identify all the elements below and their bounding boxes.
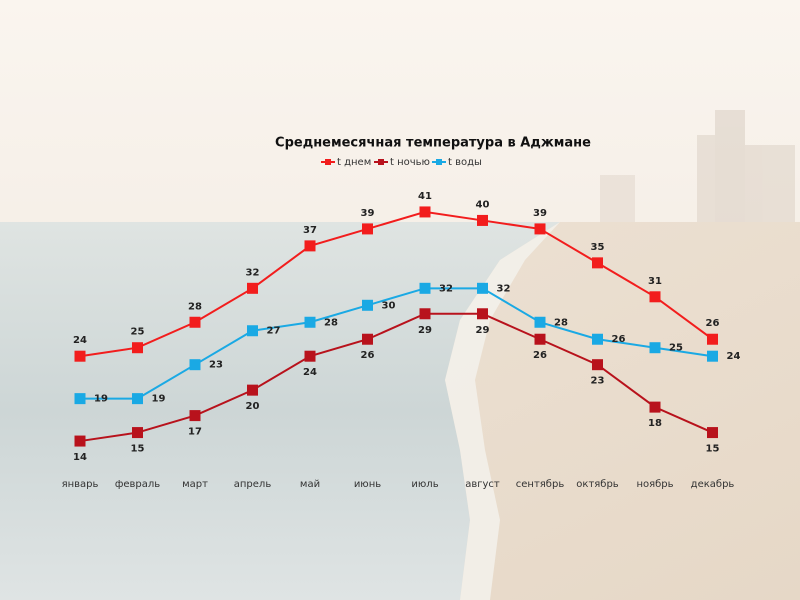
data-label: 40 xyxy=(476,199,490,210)
point-marker xyxy=(74,435,86,447)
point-marker xyxy=(189,359,201,371)
x-tick-label: август xyxy=(465,479,500,490)
legend-marker xyxy=(378,159,384,165)
data-label: 39 xyxy=(361,208,375,219)
data-label: 29 xyxy=(476,325,490,336)
point-marker xyxy=(362,223,373,235)
data-label: 27 xyxy=(267,326,281,337)
data-label: 20 xyxy=(246,401,260,412)
legend-marker xyxy=(436,159,442,165)
data-label: 25 xyxy=(131,327,145,338)
point-marker xyxy=(132,342,143,354)
point-marker xyxy=(534,223,546,235)
x-tick-label: декабрь xyxy=(691,479,735,490)
data-label: 26 xyxy=(706,318,720,329)
point-marker xyxy=(477,214,488,226)
data-label: 28 xyxy=(554,317,568,328)
point-marker xyxy=(419,206,431,218)
legend-marker xyxy=(325,159,331,165)
point-marker xyxy=(362,333,373,345)
data-label: 31 xyxy=(648,276,662,287)
data-label: 14 xyxy=(73,452,87,463)
data-label: 23 xyxy=(591,376,605,387)
point-marker xyxy=(477,308,488,320)
background-foam xyxy=(445,222,560,600)
point-marker xyxy=(592,333,603,345)
data-label: 26 xyxy=(361,350,375,361)
background-buildings xyxy=(600,110,795,225)
data-label: 24 xyxy=(73,335,87,346)
point-marker xyxy=(707,350,718,362)
data-label: 32 xyxy=(439,283,453,294)
point-marker xyxy=(477,282,488,294)
x-tick-label: февраль xyxy=(115,479,160,490)
data-label: 32 xyxy=(246,267,260,278)
data-label: 39 xyxy=(533,208,547,219)
point-marker xyxy=(189,316,201,328)
data-label: 24 xyxy=(727,351,741,362)
data-label: 26 xyxy=(533,350,547,361)
x-tick-label: октябрь xyxy=(576,479,619,490)
x-tick-label: январь xyxy=(62,479,99,490)
point-marker xyxy=(534,316,546,328)
legend: t днем t ночью t воды xyxy=(321,157,482,168)
x-tick-label: июль xyxy=(411,479,438,490)
x-tick-label: апрель xyxy=(234,479,272,490)
legend-label: t днем xyxy=(337,157,371,168)
point-marker xyxy=(419,282,431,294)
point-marker xyxy=(649,401,661,413)
legend-label: t воды xyxy=(448,157,482,168)
point-marker xyxy=(649,342,661,354)
x-tick-label: май xyxy=(300,479,320,490)
data-label: 28 xyxy=(188,301,202,312)
point-marker xyxy=(132,427,143,439)
point-marker xyxy=(74,350,86,362)
point-marker xyxy=(592,257,603,269)
data-label: 24 xyxy=(303,367,317,378)
data-label: 19 xyxy=(94,394,108,405)
x-tick-label: март xyxy=(182,479,208,490)
data-label: 35 xyxy=(591,242,605,253)
data-label: 30 xyxy=(382,300,396,311)
data-label: 26 xyxy=(612,334,626,345)
series-line xyxy=(79,312,713,443)
data-label: 32 xyxy=(497,283,511,294)
data-label: 37 xyxy=(303,225,317,236)
point-marker xyxy=(707,427,718,439)
point-marker xyxy=(132,393,143,405)
data-label: 19 xyxy=(152,394,166,405)
series-line xyxy=(80,287,713,400)
data-label: 28 xyxy=(324,317,338,328)
data-label: 15 xyxy=(131,444,145,455)
point-marker xyxy=(707,333,718,345)
point-marker xyxy=(419,308,431,320)
series-line xyxy=(79,210,714,358)
point-marker xyxy=(304,240,316,252)
point-marker xyxy=(592,359,603,371)
point-marker xyxy=(247,325,258,337)
point-marker xyxy=(189,410,201,422)
point-marker xyxy=(649,291,661,303)
data-label: 15 xyxy=(706,444,720,455)
data-label: 25 xyxy=(669,343,683,354)
point-marker xyxy=(362,299,373,311)
x-tick-label: ноябрь xyxy=(636,479,673,490)
point-marker xyxy=(304,316,316,328)
legend-label: t ночью xyxy=(390,157,430,168)
x-tick-label: сентябрь xyxy=(516,479,565,490)
data-label: 41 xyxy=(418,191,432,202)
data-label: 29 xyxy=(418,325,432,336)
data-label: 17 xyxy=(188,427,202,438)
point-marker xyxy=(304,350,316,362)
x-tick-label: июнь xyxy=(354,479,381,490)
point-marker xyxy=(247,384,258,396)
point-marker xyxy=(247,282,258,294)
data-label: 23 xyxy=(209,360,223,371)
data-label: 18 xyxy=(648,418,662,429)
point-marker xyxy=(74,393,86,405)
point-marker xyxy=(534,333,546,345)
chart-title: Среднемесячная температура в Аджмане xyxy=(275,136,591,151)
